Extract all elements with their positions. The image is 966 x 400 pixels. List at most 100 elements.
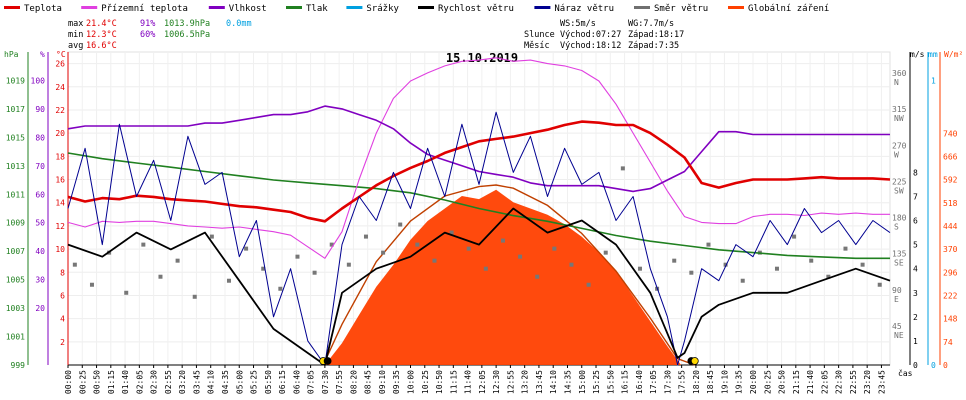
x-tick-label-30: 12:30 bbox=[492, 370, 501, 394]
wind-axis-tick-6: 6 bbox=[913, 217, 918, 226]
x-tick-label-38: 15:50 bbox=[606, 370, 615, 394]
wind-dir-point-42 bbox=[792, 234, 797, 239]
wind-dir-point-3 bbox=[124, 290, 129, 295]
x-tick-label-6: 02:30 bbox=[150, 370, 159, 394]
pressure-axis-tick-0: 999 bbox=[11, 361, 26, 370]
wind-dir-label-6: E bbox=[894, 295, 899, 304]
wind-dir-point-37 bbox=[706, 242, 711, 247]
x-ticks: 00:00 00:25 00:50 01:15 01:40 02:05 02:30 02:55… bbox=[64, 365, 886, 394]
series-humidity bbox=[67, 105, 890, 193]
temperature-axis-tick-11: 24 bbox=[55, 83, 65, 92]
wind-dir-point-29 bbox=[569, 262, 574, 267]
wind-dir-point-39 bbox=[740, 278, 745, 283]
stat-max-rain: 0.0mm bbox=[226, 19, 252, 29]
legend-swatch-2 bbox=[208, 6, 225, 9]
wind-axis-tick-1: 1 bbox=[913, 337, 918, 346]
humidity-axis-tick-8: 100 bbox=[31, 76, 46, 85]
series-theoretical-radiation bbox=[322, 184, 696, 366]
unit-ms: m/s bbox=[910, 50, 925, 59]
wind-dir-deg-5: 135 bbox=[892, 250, 907, 259]
unit-pct: % bbox=[40, 50, 45, 59]
pressure-axis-tick-1: 1001 bbox=[6, 333, 25, 342]
x-tick-label-11: 04:35 bbox=[221, 370, 230, 394]
temperature-axis-tick-3: 8 bbox=[60, 268, 65, 277]
wind-dir-label-3: SW bbox=[894, 186, 904, 195]
wind-axis-tick-4: 4 bbox=[913, 265, 918, 274]
series-pressure bbox=[67, 152, 890, 260]
x-tick-label-32: 13:20 bbox=[521, 370, 530, 394]
x-tick-label-10: 04:10 bbox=[207, 370, 216, 394]
pressure-axis-tick-9: 1017 bbox=[6, 105, 25, 114]
x-tick-label-15: 06:15 bbox=[278, 370, 287, 394]
x-tick-label-16: 06:40 bbox=[292, 370, 301, 394]
wind-dir-point-10 bbox=[244, 246, 249, 251]
x-tick-label-18: 07:30 bbox=[321, 370, 330, 394]
wind-dir-label-2: W bbox=[894, 150, 899, 159]
x-tick-label-14: 05:50 bbox=[264, 370, 273, 394]
stat-min-temp: 12.3°C bbox=[86, 30, 117, 40]
unit-wm2: W/m² bbox=[944, 50, 963, 59]
wind-dir-point-11 bbox=[261, 266, 266, 271]
x-tick-label-9: 03:45 bbox=[192, 370, 201, 394]
radiation-axis-tick-1: 74 bbox=[943, 338, 953, 347]
wind-dir-point-33 bbox=[637, 266, 642, 271]
wind-dir-deg-2: 270 bbox=[892, 141, 907, 150]
wind-dir-point-22 bbox=[449, 230, 454, 235]
sun-moon-marker-3 bbox=[690, 357, 699, 365]
stat-avg-temp: 16.6°C bbox=[86, 41, 117, 51]
wind-dir-label-7: NE bbox=[894, 331, 904, 340]
series-radiation-area bbox=[324, 189, 682, 365]
pressure-axis-tick-6: 1011 bbox=[6, 190, 25, 199]
wind-dir-point-18 bbox=[381, 250, 386, 255]
x-tick-label-25: 10:25 bbox=[421, 370, 430, 394]
wind-axis-tick-7: 7 bbox=[913, 192, 918, 201]
plot-area bbox=[67, 57, 891, 366]
radiation-axis-tick-8: 592 bbox=[943, 176, 958, 185]
legend-label-2: Vlhkost bbox=[229, 4, 267, 14]
x-tick-label-54: 22:30 bbox=[835, 370, 844, 394]
wind-dir-point-12 bbox=[278, 286, 283, 291]
temperature-axis-tick-2: 6 bbox=[60, 291, 65, 300]
legend-label-1: Přízemní teplota bbox=[101, 4, 188, 14]
wind-dir-point-26 bbox=[518, 254, 523, 259]
stats-block: max 21.4°C 91% 1013.9hPa 0.0mm min 12.3°… bbox=[68, 19, 252, 51]
sun-set: Západ:18:17 bbox=[628, 30, 684, 40]
radiation-axis-tick-2: 148 bbox=[943, 315, 958, 324]
wind-dir-label-4: S bbox=[894, 223, 899, 232]
x-tick-label-45: 18:45 bbox=[706, 370, 715, 394]
pressure-axis-tick-3: 1005 bbox=[6, 276, 25, 285]
humidity-axis-tick-7: 90 bbox=[35, 105, 45, 114]
wind-dir-point-9 bbox=[226, 278, 231, 283]
wind-wg: WG:7.7m/s bbox=[628, 19, 674, 29]
wind-dir-point-17 bbox=[363, 234, 368, 239]
rain-axis-tick-0: 0 bbox=[931, 361, 936, 370]
sun-label: Slunce bbox=[524, 30, 555, 40]
wind-dir-point-25 bbox=[500, 238, 505, 243]
legend-label-5: Rychlost větru bbox=[438, 4, 514, 14]
x-tick-label-44: 18:20 bbox=[692, 370, 701, 394]
wind-dir-point-8 bbox=[209, 234, 214, 239]
pressure-axis-tick-4: 1007 bbox=[6, 247, 25, 256]
temperature-axis-tick-10: 22 bbox=[55, 106, 65, 115]
x-tick-label-49: 20:25 bbox=[763, 370, 772, 394]
wind-axis-tick-5: 5 bbox=[913, 241, 918, 250]
legend-swatch-1 bbox=[81, 6, 98, 9]
wind-dir-point-35 bbox=[672, 258, 677, 263]
legend-label-6: Náraz větru bbox=[554, 4, 614, 14]
wind-dir-point-36 bbox=[689, 270, 694, 275]
x-tick-label-4: 01:40 bbox=[121, 370, 130, 394]
wind-dir-point-6 bbox=[175, 258, 180, 263]
x-tick-label-8: 03:20 bbox=[178, 370, 187, 394]
sun-moon-block: WS:5m/s WG:7.7m/s Slunce Východ:07:27 Zá… bbox=[524, 19, 684, 51]
temperature-axis-tick-12: 26 bbox=[55, 60, 65, 69]
x-tick-label-2: 00:50 bbox=[93, 370, 102, 394]
legend-label-0: Teplota bbox=[24, 4, 62, 14]
x-tick-label-57: 23:45 bbox=[877, 370, 886, 394]
wind-axis-tick-8: 8 bbox=[913, 168, 918, 177]
moon-label: Měsíc bbox=[524, 41, 550, 51]
x-tick-label-21: 08:45 bbox=[364, 370, 373, 394]
x-tick-label-28: 11:40 bbox=[464, 370, 473, 394]
wind-dir-point-7 bbox=[192, 294, 197, 299]
